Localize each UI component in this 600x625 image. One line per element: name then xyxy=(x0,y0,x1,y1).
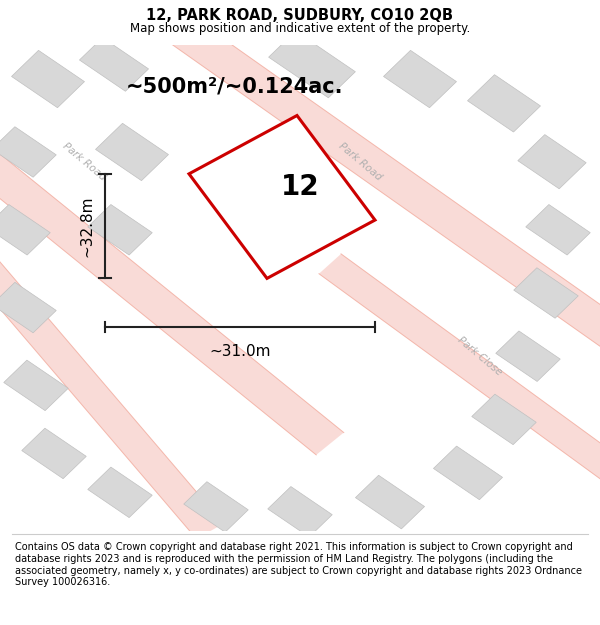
Polygon shape xyxy=(433,446,503,500)
Text: ~500m²/~0.124ac.: ~500m²/~0.124ac. xyxy=(126,76,343,96)
Polygon shape xyxy=(514,268,578,318)
Polygon shape xyxy=(0,208,224,539)
Text: Contains OS data © Crown copyright and database right 2021. This information is : Contains OS data © Crown copyright and d… xyxy=(15,542,582,588)
Polygon shape xyxy=(79,38,149,91)
Polygon shape xyxy=(472,394,536,444)
Polygon shape xyxy=(0,282,56,333)
Polygon shape xyxy=(319,254,600,492)
Polygon shape xyxy=(0,204,50,255)
Polygon shape xyxy=(268,486,332,537)
Text: 12, PARK ROAD, SUDBURY, CO10 2QB: 12, PARK ROAD, SUDBURY, CO10 2QB xyxy=(146,8,454,23)
Text: Park Road: Park Road xyxy=(61,141,107,182)
Polygon shape xyxy=(11,51,85,108)
Polygon shape xyxy=(526,204,590,255)
Polygon shape xyxy=(355,475,425,529)
Polygon shape xyxy=(0,92,344,455)
Polygon shape xyxy=(155,9,600,358)
Polygon shape xyxy=(496,331,560,381)
Polygon shape xyxy=(518,134,586,189)
Text: ~31.0m: ~31.0m xyxy=(209,344,271,359)
Polygon shape xyxy=(269,31,355,98)
Polygon shape xyxy=(184,482,248,532)
Polygon shape xyxy=(0,127,56,178)
Polygon shape xyxy=(227,161,337,250)
Polygon shape xyxy=(88,467,152,518)
Polygon shape xyxy=(467,74,541,132)
Text: 12: 12 xyxy=(281,173,319,201)
Polygon shape xyxy=(95,123,169,181)
Text: Park Close: Park Close xyxy=(456,335,504,378)
Text: ~32.8m: ~32.8m xyxy=(79,196,94,257)
Text: Park Road: Park Road xyxy=(337,141,383,182)
Polygon shape xyxy=(22,428,86,479)
Polygon shape xyxy=(88,204,152,255)
Polygon shape xyxy=(189,116,375,278)
Polygon shape xyxy=(4,360,68,411)
Text: Map shows position and indicative extent of the property.: Map shows position and indicative extent… xyxy=(130,22,470,35)
Polygon shape xyxy=(383,51,457,108)
